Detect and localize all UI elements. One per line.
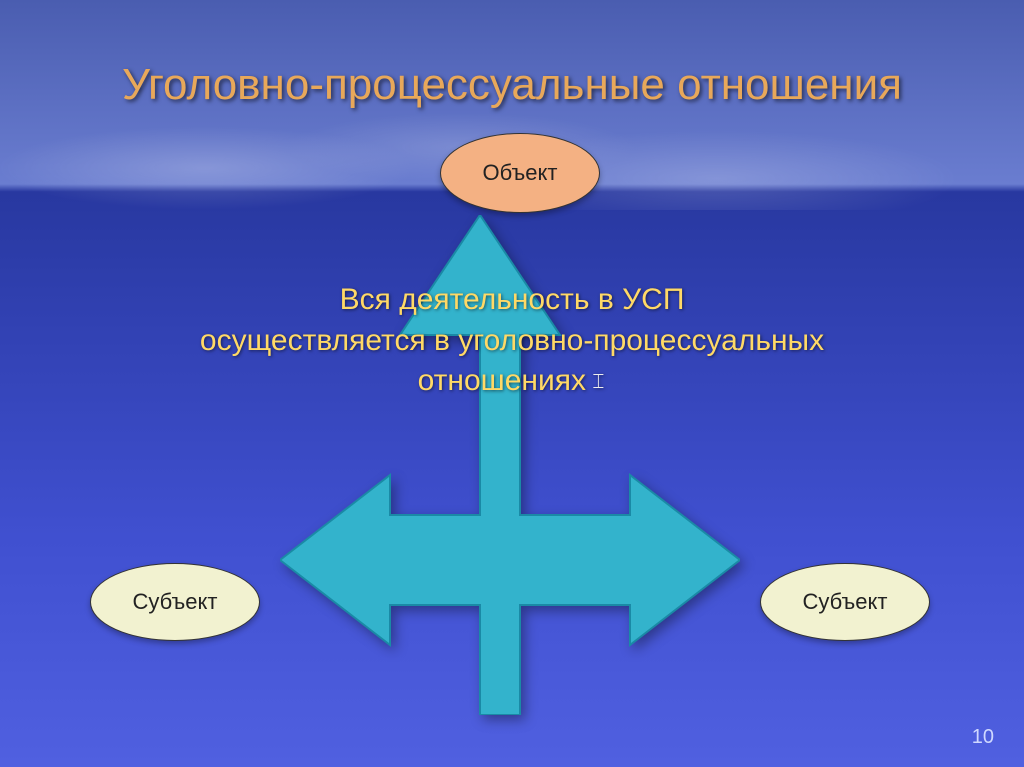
body-line-2: осуществляется в уголовно-процессуальных bbox=[200, 324, 824, 357]
slide: Уголовно-процессуальные отношения Вся де… bbox=[0, 0, 1024, 767]
node-object: Объект bbox=[440, 133, 600, 213]
node-subject-right: Субъект bbox=[760, 563, 930, 641]
text-cursor-icon: ⌶ bbox=[592, 371, 604, 393]
slide-title: Уголовно-процессуальные отношения bbox=[0, 60, 1024, 110]
body-text: Вся деятельность в УСП осуществляется в … bbox=[110, 280, 914, 402]
body-line-3: отношениях bbox=[418, 364, 586, 397]
body-line-1: Вся деятельность в УСП bbox=[340, 283, 685, 316]
page-number: 10 bbox=[972, 726, 994, 749]
node-subject-left: Субъект bbox=[90, 563, 260, 641]
